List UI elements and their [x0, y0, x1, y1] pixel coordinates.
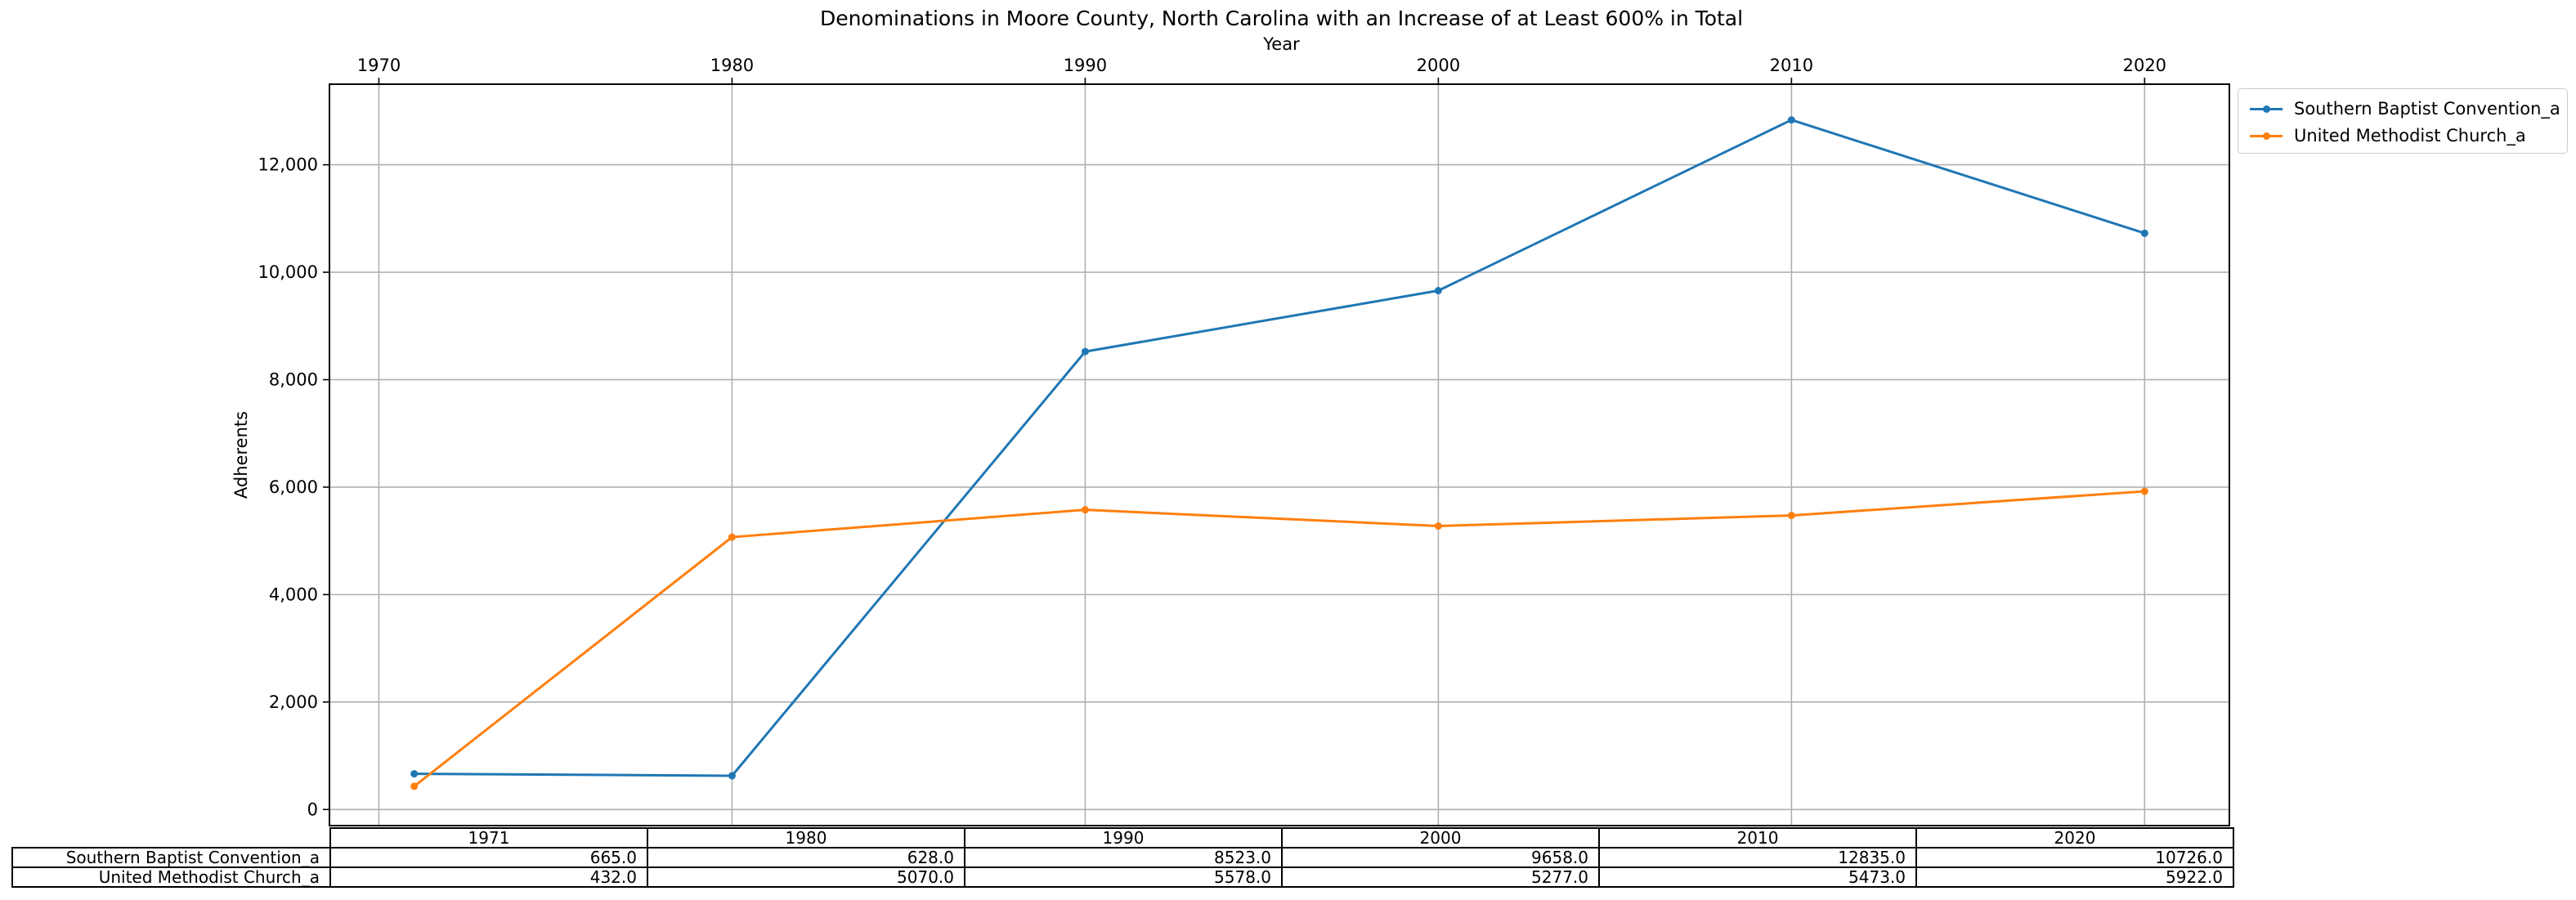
table-row: United Methodist Church_a 432.0 5070.0 5… [11, 866, 2234, 888]
grid-lines [329, 84, 2229, 826]
data-point [1081, 506, 1089, 514]
table-column-header: 2010 [1598, 827, 1917, 849]
data-point [728, 533, 736, 541]
y-tick-label: 8,000 [269, 369, 318, 389]
series-line-1 [413, 490, 2145, 788]
table-cell: 8523.0 [964, 847, 1283, 868]
legend-swatch-orange [2250, 128, 2283, 144]
table-cell: 5070.0 [647, 866, 965, 888]
table-cell: 12835.0 [1598, 847, 1917, 868]
table-cell: 9658.0 [1281, 847, 1600, 868]
data-point [1787, 512, 1795, 520]
table-cell: 5277.0 [1281, 866, 1600, 888]
data-point [1081, 347, 1089, 356]
legend-item-united-methodist: United Methodist Church_a [2250, 123, 2526, 148]
series-line-0 [414, 119, 2145, 777]
data-point [1787, 116, 1795, 124]
table-column-header: 1980 [647, 827, 965, 849]
table-cell: 432.0 [329, 866, 648, 888]
x-axis-label: Year [1263, 34, 1300, 54]
legend-swatch-blue [2250, 101, 2283, 117]
y-tick-label: 4,000 [269, 584, 318, 604]
x-tick-label: 2020 [2123, 56, 2166, 75]
data-point [2140, 487, 2148, 495]
table-cell: 10726.0 [1915, 847, 2234, 868]
table-cell: 5578.0 [964, 866, 1283, 888]
table-column-header: 2020 [1915, 827, 2234, 849]
y-tick-label: 2,000 [269, 692, 318, 712]
data-point [1434, 287, 1442, 295]
table-header-row: 1971 1980 1990 2000 2010 2020 [12, 827, 2234, 849]
legend-label: United Methodist Church_a [2294, 126, 2526, 146]
table-column-header: 2000 [1281, 827, 1600, 849]
y-tick-label: 0 [307, 799, 318, 819]
table-corner [12, 828, 330, 848]
x-tick-label: 1990 [1064, 56, 1107, 75]
legend-item-southern-baptist: Southern Baptist Convention_a [2250, 96, 2560, 121]
table-cell: 5922.0 [1915, 866, 2234, 888]
table-cell: 628.0 [647, 847, 965, 868]
chart-title: Denominations in Moore County, North Car… [819, 7, 1744, 30]
x-tick-label: 2010 [1770, 56, 1813, 75]
table-column-header: 1971 [329, 827, 648, 849]
data-point [728, 772, 736, 780]
table-column-header: 1990 [964, 827, 1283, 849]
y-tick-label: 10,000 [258, 262, 318, 282]
legend: Southern Baptist Convention_a United Met… [2238, 88, 2568, 154]
axis-ticks: 1970 1980 1990 2000 2010 2020 0 2,000 4,000 6,000… [258, 56, 2167, 819]
legend-label: Southern Baptist Convention_a [2294, 99, 2560, 119]
y-axis-label: Adherents [231, 411, 251, 499]
y-tick-label: 6,000 [269, 477, 318, 497]
plot-frame [329, 83, 2230, 826]
y-tick-label: 12,000 [258, 155, 318, 175]
table-cell: 665.0 [329, 847, 648, 868]
x-tick-label: 2000 [1417, 56, 1460, 75]
data-point [410, 782, 419, 790]
data-point [410, 770, 419, 778]
table-row: Southern Baptist Convention_a 665.0 628.… [11, 847, 2234, 868]
data-point [1434, 522, 1442, 530]
table-row-label: United Methodist Church_a [11, 866, 331, 888]
data-table: 1971 1980 1990 2000 2010 2020 Southern B… [11, 827, 2234, 888]
series-lines [410, 116, 2148, 790]
table-row-label: Southern Baptist Convention_a [11, 847, 331, 868]
x-tick-label: 1980 [710, 56, 754, 75]
table-cell: 5473.0 [1598, 866, 1917, 888]
x-tick-label: 1970 [357, 56, 401, 75]
data-point [2140, 229, 2148, 237]
